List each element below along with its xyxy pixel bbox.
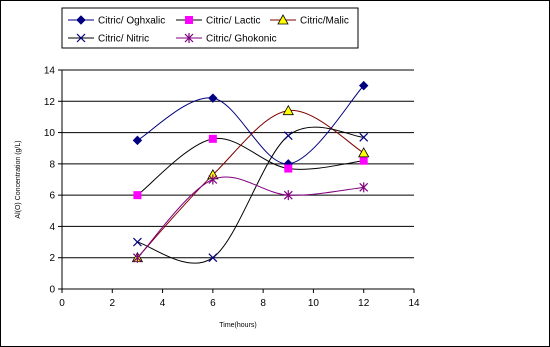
legend-label: Citric/ Ghokonic — [206, 34, 277, 45]
legend-marker — [185, 16, 193, 24]
data-point — [359, 182, 369, 193]
y-tick-label: 8 — [49, 159, 55, 170]
series-3 — [133, 126, 369, 264]
y-tick-label: 4 — [49, 222, 55, 233]
series-line — [137, 126, 364, 264]
legend-item: Citric/Malic — [270, 14, 349, 27]
legend-box — [61, 7, 359, 49]
series-1 — [133, 134, 368, 200]
series-4 — [133, 174, 369, 263]
legend-marker — [277, 14, 289, 25]
y-tick-label: 2 — [49, 253, 55, 264]
y-tick-label: 10 — [44, 128, 56, 139]
x-tick-label: 14 — [408, 298, 420, 309]
x-tick-label: 6 — [210, 298, 216, 309]
legend-item: Citric/ Lactic — [176, 16, 260, 27]
data-point — [208, 93, 218, 103]
data-point — [359, 156, 368, 165]
legend-marker — [184, 33, 194, 43]
legend-label: Citric/Malic — [300, 16, 349, 27]
legend-marker — [76, 15, 86, 25]
data-point — [283, 131, 293, 141]
y-tick-label: 14 — [44, 66, 56, 77]
data-point — [132, 135, 143, 146]
data-point — [208, 134, 217, 143]
series-line — [137, 176, 364, 259]
data-point — [359, 80, 369, 91]
legend: Citric/ Oghxalic Citric/ Lactic Citric/Mal… — [61, 7, 359, 49]
data-point — [208, 174, 218, 185]
data-point — [284, 164, 293, 173]
grid-lines — [62, 69, 414, 259]
x-tick-label: 12 — [358, 298, 370, 309]
data-point — [133, 191, 142, 200]
y-tick-label: 6 — [49, 191, 55, 202]
legend-label: Citric/ Lactic — [206, 16, 260, 27]
data-point — [283, 190, 293, 201]
series-line — [137, 85, 365, 165]
data-point — [282, 104, 294, 116]
data-point — [208, 253, 218, 263]
x-tick-label: 8 — [260, 298, 266, 309]
series-0 — [132, 80, 369, 169]
data-point — [359, 132, 369, 142]
legend-marker — [76, 33, 86, 43]
axes — [58, 69, 415, 293]
legend-label: Citric/ Oghxalic — [98, 16, 165, 27]
x-tick-label: 2 — [110, 298, 116, 309]
series-line — [137, 110, 364, 259]
series — [131, 80, 370, 264]
y-tick-label: 0 — [49, 285, 55, 296]
series-line — [137, 137, 364, 196]
data-point — [133, 252, 142, 263]
y-axis-title: Al(O) Concentration (g/L) — [15, 140, 22, 218]
x-tick-label: 0 — [59, 298, 65, 309]
legend-item: Citric/ Nitric — [68, 34, 149, 45]
legend-item: Citric/ Ghokonic — [176, 33, 277, 45]
legend-item: Citric/ Oghxalic — [68, 15, 165, 27]
x-tick-label: 4 — [160, 298, 166, 309]
x-axis-title: Time(hours) — [219, 322, 256, 329]
data-point — [358, 147, 370, 158]
data-point — [133, 237, 142, 247]
x-tick-label: 10 — [308, 298, 320, 309]
tick-labels: 0 2 4 6 8 10 12 14 0 2 4 6 8 10 12 14 — [44, 66, 420, 310]
legend-label: Citric/ Nitric — [98, 34, 149, 45]
y-tick-label: 12 — [44, 97, 56, 108]
